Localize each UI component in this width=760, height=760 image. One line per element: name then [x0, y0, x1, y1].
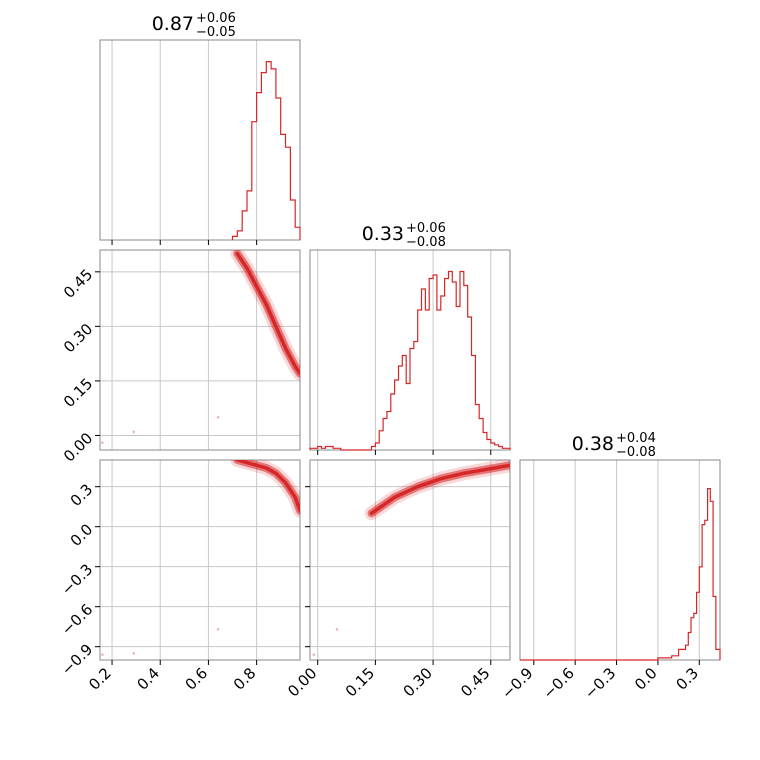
- histogram-3-title-minus: −0.08: [616, 445, 656, 460]
- histogram-2-title-median: 0.33: [362, 223, 404, 245]
- col1-xlabel-3: 0.45: [457, 664, 493, 700]
- histogram-1-title-plus: +0.06: [196, 11, 236, 26]
- histogram-3-title-median: 0.38: [572, 433, 614, 455]
- scatter-r1c0-outlier-2: [216, 415, 220, 419]
- scatter-r2c0-outlier-2: [216, 628, 220, 631]
- col0-xlabel-2: 0.6: [182, 664, 212, 694]
- col0-xlabel-3: 0.8: [230, 664, 260, 694]
- histogram-1-steps: [231, 61, 301, 240]
- col2-xlabel-4: 0.3: [673, 664, 703, 694]
- scatter-r2c1-density-core: [369, 463, 510, 516]
- scatter-r2c1-frame: [309, 459, 511, 661]
- histogram-1-frame: [99, 39, 301, 241]
- col1-xlabel-2: 0.30: [400, 664, 436, 700]
- col2-xlabel-1: −0.6: [540, 664, 578, 702]
- row2-ylabel-4: −0.9: [58, 640, 96, 678]
- histogram-2-frame: [309, 249, 511, 451]
- col0-xlabel-0: 0.2: [85, 664, 115, 694]
- row1-ylabel-0: 0.00: [60, 429, 96, 465]
- scatter-r1c0-outlier-1: [132, 430, 136, 434]
- row1-ylabel-1: 0.15: [60, 375, 96, 411]
- histogram-2-title-plus: +0.06: [406, 221, 446, 236]
- scatter-r1c0-frame: [99, 249, 301, 451]
- scatter-r2c0-outlier-0: [101, 653, 104, 656]
- histogram-3-steps: [520, 488, 721, 661]
- scatter-r2c0-frame: [99, 459, 301, 661]
- row2-ylabel-3: −0.6: [58, 600, 96, 638]
- col0-xlabel-1: 0.4: [133, 664, 163, 694]
- col1-xlabel-0: 0.00: [284, 664, 320, 700]
- row1-ylabel-2: 0.30: [60, 320, 96, 356]
- histogram-2-title-minus: −0.08: [406, 235, 446, 250]
- row2-ylabel-0: 0.3: [67, 480, 97, 510]
- histogram-1-title-minus: −0.05: [196, 25, 236, 40]
- col2-xlabel-0: −0.9: [498, 664, 536, 702]
- histogram-2-steps: [309, 270, 511, 451]
- scatter-r2c1-outlier-0: [335, 628, 339, 631]
- scatter-r2c0-outlier-1: [132, 652, 136, 655]
- col2-xlabel-2: −0.3: [581, 664, 619, 702]
- histogram-1-title-median: 0.87: [152, 13, 194, 35]
- histogram-3-frame: [519, 459, 721, 661]
- row2-ylabel-1: 0.0: [67, 520, 97, 550]
- scatter-r2c1-outlier-1: [312, 653, 316, 656]
- col2-xlabel-3: 0.0: [631, 664, 661, 694]
- col1-xlabel-1: 0.15: [342, 664, 378, 700]
- histogram-3-title-plus: +0.04: [616, 431, 656, 446]
- scatter-r1c0-density-core: [235, 251, 300, 376]
- scatter-r2c0-density-core: [235, 460, 300, 513]
- row2-ylabel-2: −0.3: [58, 560, 96, 598]
- row1-ylabel-3: 0.45: [60, 265, 96, 301]
- scatter-r1c0-outlier-0: [101, 441, 104, 445]
